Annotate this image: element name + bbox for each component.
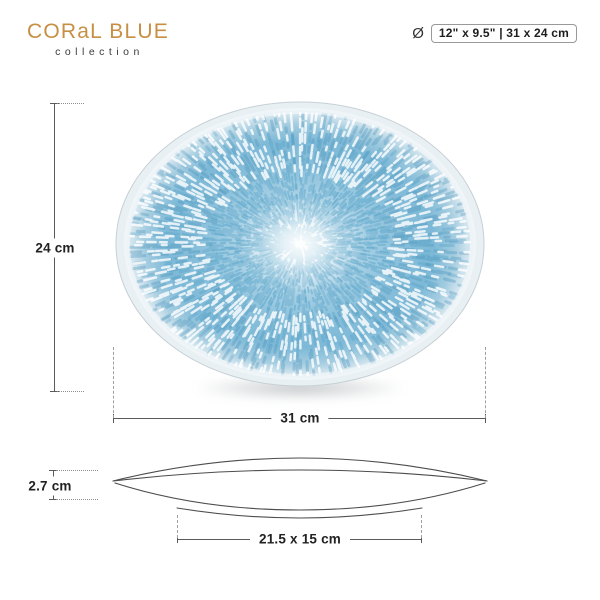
size-badge-group: Ø 12" x 9.5" | 31 x 24 cm (412, 24, 577, 43)
dim-height-ext-bottom (57, 391, 84, 392)
dim-height-label: 24 cm (32, 238, 78, 258)
dim-width-ext-left (113, 347, 114, 418)
dim-base-tick-right (421, 535, 422, 543)
dim-side-height-label: 2.7 cm (25, 476, 75, 496)
dim-width-label: 31 cm (271, 408, 329, 428)
brand-logo: CORaL BLUE collection (27, 20, 169, 59)
dim-side-height-tick-top (49, 470, 57, 471)
dim-width-tick-left (113, 414, 114, 423)
side-foot-curve (176, 507, 423, 519)
size-badge: 12" x 9.5" | 31 x 24 cm (430, 24, 577, 43)
plate-top-view-image (115, 101, 485, 387)
dim-side-height-ext-top (56, 470, 98, 471)
dim-base-tick-left (177, 535, 178, 543)
brand-name: CORaL BLUE (27, 20, 169, 43)
dim-base-ext-right (421, 515, 422, 538)
side-rim-top-curve (112, 457, 488, 482)
dim-side-height-tick-bottom (49, 499, 57, 500)
dim-height-ext-top (57, 103, 84, 104)
brand-tagline: collection (55, 46, 144, 58)
dim-base-label: 21.5 x 15 cm (250, 529, 350, 549)
dim-height-tick-bottom (50, 391, 59, 392)
diameter-icon: Ø (412, 25, 424, 42)
dim-side-height-ext-bottom (56, 499, 98, 500)
dim-height-tick-top (50, 103, 59, 104)
plate-side-view-drawing (112, 457, 488, 519)
plate-edge-fade (124, 108, 476, 380)
side-underside-curve (114, 482, 486, 511)
plate-center-glow (124, 108, 476, 380)
dim-width-tick-right (485, 414, 486, 423)
dim-width-ext-right (485, 347, 486, 418)
side-rim-bottom-curve (112, 469, 488, 482)
dim-base-ext-left (177, 515, 178, 538)
